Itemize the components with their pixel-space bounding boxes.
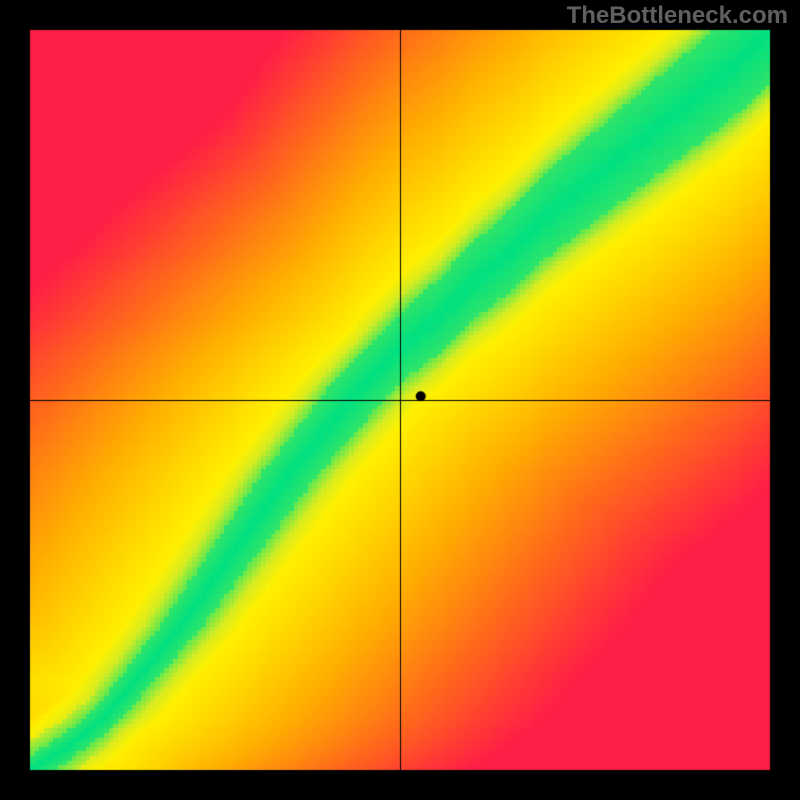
watermark-text: TheBottleneck.com (567, 2, 788, 30)
bottleneck-heatmap (0, 0, 800, 800)
